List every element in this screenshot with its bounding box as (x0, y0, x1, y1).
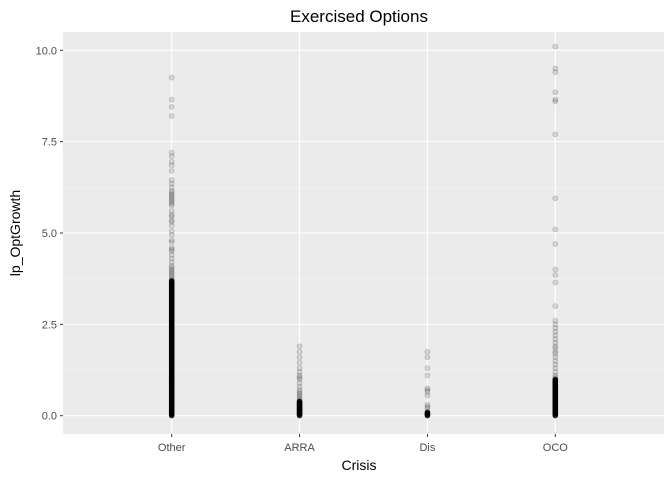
data-point (169, 75, 174, 80)
data-point (553, 44, 558, 49)
data-point (425, 406, 430, 411)
data-point (553, 132, 558, 137)
x-axis-title: Crisis (342, 457, 377, 473)
data-point (169, 203, 174, 208)
y-tick-label: 5.0 (42, 228, 57, 240)
data-point (169, 97, 174, 102)
data-point (169, 154, 174, 159)
data-point (553, 196, 558, 201)
y-tick-label: 7.5 (42, 137, 57, 149)
x-tick-label: ARRA (284, 442, 315, 454)
y-axis: 0.0 2.5 5.0 7.5 10.0 (36, 45, 63, 422)
data-point (553, 375, 558, 380)
data-point (425, 393, 430, 398)
data-point (169, 163, 174, 168)
data-point (553, 241, 558, 246)
data-point (425, 349, 430, 354)
data-point (553, 267, 558, 272)
y-tick-label: 2.5 (42, 319, 57, 331)
y-tick-label: 0.0 (42, 411, 57, 423)
data-point (169, 114, 174, 119)
data-point (553, 227, 558, 232)
chart-title: Exercised Options (290, 7, 428, 26)
data-point (297, 344, 302, 349)
data-point (425, 366, 430, 371)
data-point (553, 90, 558, 95)
data-point (553, 99, 558, 104)
data-point (297, 397, 302, 402)
data-point (425, 355, 430, 360)
data-point (297, 355, 302, 360)
data-point (169, 232, 174, 237)
x-tick-label: Other (158, 442, 186, 454)
y-axis-title: lp_OptGrowth (7, 190, 23, 276)
data-point (169, 240, 174, 245)
data-point (169, 104, 174, 109)
x-tick-label: Dis (419, 442, 435, 454)
data-point (297, 360, 302, 365)
data-point (169, 168, 174, 173)
data-point (553, 280, 558, 285)
y-tick-label: 10.0 (36, 45, 57, 57)
data-point (553, 304, 558, 309)
data-point (169, 276, 174, 281)
x-axis: Other ARRA Dis OCO (158, 434, 568, 454)
data-point (169, 223, 174, 228)
x-tick-label: OCO (543, 442, 569, 454)
data-point (553, 273, 558, 278)
data-point (425, 373, 430, 378)
series-oco (553, 44, 558, 418)
data-point (297, 349, 302, 354)
data-point (553, 70, 558, 75)
